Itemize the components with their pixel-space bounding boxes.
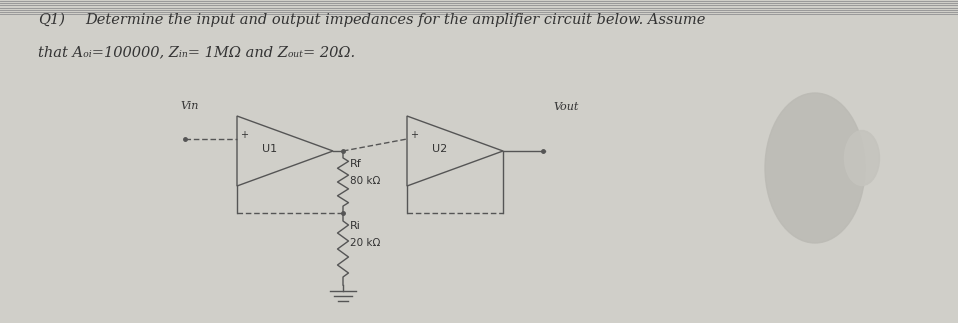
Ellipse shape [765,93,865,243]
Text: Q1): Q1) [38,13,65,27]
Text: 20 kΩ: 20 kΩ [350,238,380,248]
Text: U2: U2 [432,144,447,154]
Text: +: + [410,130,418,140]
Text: that Aₒᵢ=100000, Zᵢₙ= 1MΩ and Zₒᵤₜ= 20Ω.: that Aₒᵢ=100000, Zᵢₙ= 1MΩ and Zₒᵤₜ= 20Ω. [38,45,355,59]
Text: Rf: Rf [350,159,362,169]
Text: Determine the input and output impedances for the amplifier circuit below. Assum: Determine the input and output impedance… [85,13,705,27]
Text: U1: U1 [262,144,278,154]
Text: 80 kΩ: 80 kΩ [350,176,380,186]
Text: +: + [240,130,248,140]
Text: Vin: Vin [180,101,198,111]
Ellipse shape [845,130,879,185]
Text: Ri: Ri [350,221,361,231]
Text: Vout: Vout [553,102,579,112]
